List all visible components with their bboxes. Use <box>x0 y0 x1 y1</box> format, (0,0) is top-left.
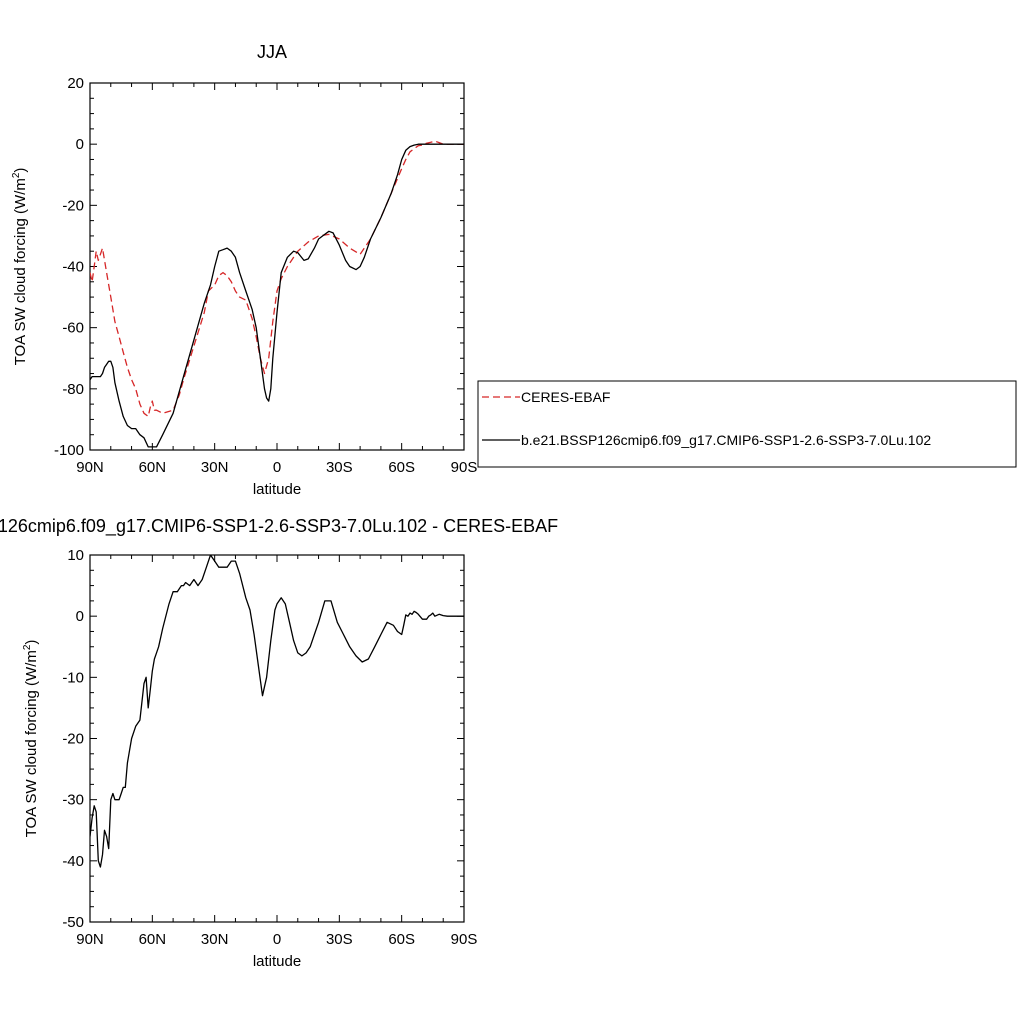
plot-frame <box>89 82 465 451</box>
x-tick-label: 60N <box>139 459 167 476</box>
y-tick-label: -40 <box>62 853 84 870</box>
legend-label: CERES-EBAF <box>521 389 610 405</box>
y-tick-label: -30 <box>62 792 84 809</box>
y-tick-label: -40 <box>62 259 84 276</box>
y-tick-label: -50 <box>62 914 84 931</box>
legend: CERES-EBAF b.e21.BSSP126cmip6.f09_g17.CMI… <box>477 380 1017 468</box>
series-line-1 <box>90 555 464 868</box>
x-tick-label: 90S <box>451 459 478 476</box>
chart-title: JJA <box>257 42 287 62</box>
x-axis-label: latitude <box>253 481 301 498</box>
y-tick-label: -20 <box>62 731 84 748</box>
y-tick-label: -10 <box>62 669 84 686</box>
legend-label: b.e21.BSSP126cmip6.f09_g17.CMIP6-SSP1-2.… <box>521 432 931 448</box>
y-tick-label: 0 <box>76 608 84 625</box>
y-tick-label: 10 <box>67 547 84 564</box>
x-tick-label: 90N <box>76 931 104 948</box>
legend-box <box>477 380 1017 468</box>
plot-frame <box>89 554 465 923</box>
y-tick-label: -80 <box>62 381 84 398</box>
chart-title: P126cmip6.f09_g17.CMIP6-SSP1-2.6-SSP3-7.… <box>0 516 558 537</box>
x-tick-label: 30N <box>201 931 229 948</box>
x-axis-label: latitude <box>253 953 301 970</box>
y-axis-label: TOA SW cloud forcing (W/m2) <box>22 640 40 838</box>
x-tick-label: 60S <box>388 459 415 476</box>
x-tick-label: 0 <box>273 459 281 476</box>
x-tick-label: 90N <box>76 459 104 476</box>
series-line-2 <box>90 143 464 448</box>
x-tick-label: 30S <box>326 931 353 948</box>
x-tick-label: 30N <box>201 459 229 476</box>
x-tick-label: 30S <box>326 459 353 476</box>
y-axis-label: TOA SW cloud forcing (W/m2) <box>11 168 29 366</box>
y-tick-label: 20 <box>67 75 84 92</box>
chart-1: JJA 90N 60N 30N 0 30S 60S 90S -100 -80 -60 -40 -20 0 2… <box>11 42 1017 498</box>
y-tick-label: -20 <box>62 197 84 214</box>
y-tick-label: 0 <box>76 136 84 153</box>
x-tick-label: 90S <box>451 931 478 948</box>
y-tick-label: -100 <box>54 442 84 459</box>
x-tick-label: 60S <box>388 931 415 948</box>
x-tick-label: 0 <box>273 931 281 948</box>
y-tick-label: -60 <box>62 320 84 337</box>
chart-2: P126cmip6.f09_g17.CMIP6-SSP1-2.6-SSP3-7.… <box>0 516 558 970</box>
x-tick-label: 60N <box>139 931 167 948</box>
series-line-1 <box>90 140 464 418</box>
